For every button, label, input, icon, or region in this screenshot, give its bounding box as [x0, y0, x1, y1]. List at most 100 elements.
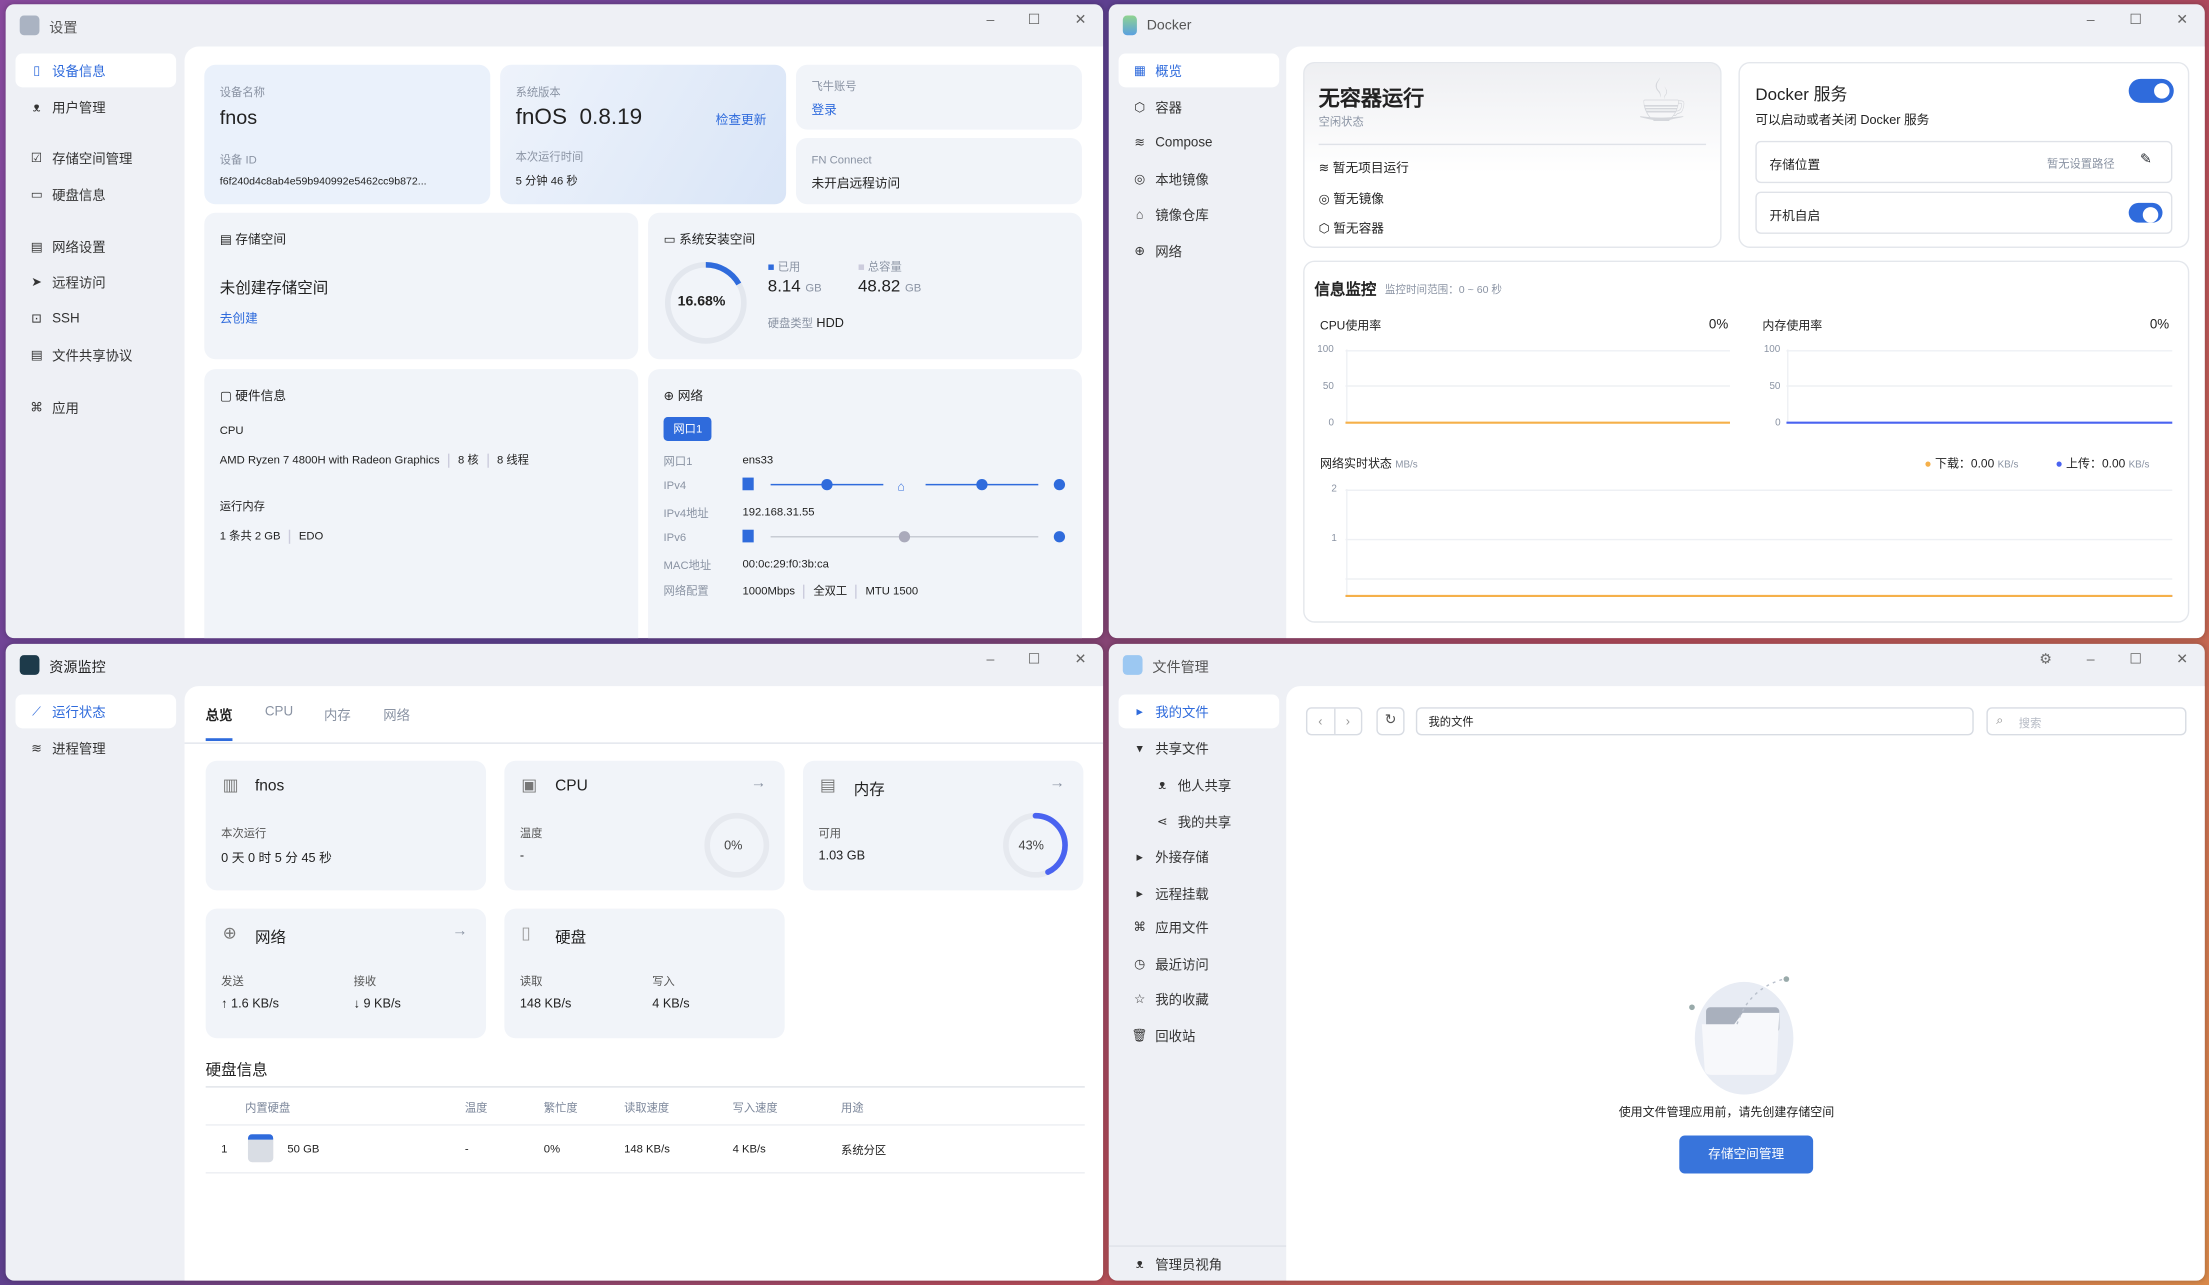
maximize-button[interactable]: ☐ [1027, 652, 1041, 668]
hardware-card: ▢ 硬件信息 CPU AMD Ryzen 7 4800H with Radeon… [204, 369, 639, 639]
create-storage-link[interactable]: 去创建 [219, 311, 258, 326]
layers-icon: ≋ [1318, 160, 1333, 175]
network-title: ⊕ 网络 [663, 388, 704, 403]
minimize-button[interactable]: – [986, 652, 995, 668]
storage-location-row: 存储位置 暂无设置路径 ✎ [1755, 140, 2173, 184]
tab-cpu[interactable]: CPU [264, 704, 294, 720]
sidebar-item-favorites[interactable]: ☆ 我的收藏 [1119, 982, 1280, 1016]
storage-location-label: 存储位置 [1769, 157, 1821, 172]
sidebar-item-app-files[interactable]: ⌘ 应用文件 [1119, 910, 1280, 944]
total-value: 48.82 GB [857, 276, 922, 296]
memory-usage-percent: 43% [1018, 838, 1044, 853]
check-update-link[interactable]: 检查更新 [715, 112, 767, 127]
sidebar-item-registry[interactable]: ⌂ 镜像仓库 [1119, 197, 1280, 231]
search-input[interactable]: ⌕ 搜索 [1986, 707, 2187, 736]
sidebar-item-apps[interactable]: ⌘ 应用 [15, 390, 176, 424]
read-label: 读取 [519, 974, 543, 988]
tab-memory[interactable]: 内存 [324, 708, 351, 725]
network-card[interactable]: ⊕ 网络 → 发送 ↑ 1.6 KB/s 接收 ↓ 9 KB/s [205, 908, 487, 1039]
user-icon: ᴥ [32, 100, 41, 115]
empty-folder-illustration [1689, 976, 1794, 1095]
network-chart [1345, 488, 2173, 597]
sidebar-item-run-status[interactable]: ⟋ 运行状态 [15, 694, 177, 729]
storage-status: 未创建存储空间 [219, 280, 329, 298]
docker-service-toggle[interactable] [2128, 78, 2174, 103]
monitor-range: 监控时间范围：0 ~ 60 秒 [1384, 283, 1503, 296]
sidebar-item-images[interactable]: ◎ 本地镜像 [1119, 162, 1280, 196]
storage-management-button[interactable]: 存储空间管理 [1679, 1135, 1814, 1174]
back-button[interactable]: ‹ [1307, 708, 1335, 734]
uptime: 0 天 0 时 5 分 45 秒 [221, 850, 332, 866]
edit-pencil-icon[interactable]: ✎ [2139, 152, 2152, 168]
settings-gear-icon[interactable]: ⚙ [2039, 652, 2052, 668]
path-input[interactable]: 我的文件 [1415, 707, 1974, 736]
autostart-toggle[interactable] [2128, 202, 2163, 223]
sidebar-item-compose[interactable]: ≋ Compose [1119, 125, 1280, 159]
close-button[interactable]: ✕ [2176, 652, 2189, 668]
search-placeholder: 搜索 [2018, 717, 2042, 730]
minimize-button[interactable]: – [986, 12, 995, 29]
y-tick: 0 [1328, 418, 1335, 429]
refresh-button[interactable]: ↻ [1376, 707, 1405, 736]
sidebar-item-remote[interactable]: ➤ 远程访问 [15, 265, 176, 299]
send-value: ↑ 1.6 KB/s [221, 996, 279, 1011]
login-link[interactable]: 登录 [811, 102, 837, 117]
account-label: 飞牛账号 [811, 80, 857, 93]
sidebar-item-storage[interactable]: ☑ 存储空间管理 [15, 141, 176, 175]
sidebar-item-my-shares[interactable]: ⋖ 我的共享 [1119, 804, 1280, 838]
sidebar-item-overview[interactable]: ▦ 概览 [1118, 53, 1280, 88]
sidebar-item-users[interactable]: ᴥ 用户管理 [15, 90, 176, 124]
sidebar-item-device-info[interactable]: ▯ 设备信息 [15, 53, 177, 88]
minimize-button[interactable]: – [2086, 12, 2095, 29]
admin-user-icon: ᴥ [1135, 1256, 1144, 1271]
write-label: 写入 [652, 974, 675, 988]
divider [1108, 1245, 1287, 1247]
port-tab[interactable]: 网口1 [663, 417, 713, 441]
close-button[interactable]: ✕ [2176, 12, 2189, 29]
cpu-label: CPU [219, 424, 244, 437]
clock-icon: ◷ [1134, 955, 1146, 970]
admin-view-button[interactable]: ᴥ 管理员视角 [1119, 1247, 1280, 1281]
minimize-button[interactable]: – [2086, 652, 2095, 668]
sidebar-item-ssh[interactable]: ⊡ SSH [15, 301, 176, 335]
arrow-right-icon[interactable]: → [750, 774, 767, 792]
sidebar-item-recent[interactable]: ◷ 最近访问 [1119, 947, 1280, 981]
table-row[interactable]: 1 50 GB - 0% 148 KB/s 4 KB/s 系统分区 [205, 1126, 1085, 1174]
sidebar-item-network[interactable]: ⊕ 网络 [1119, 234, 1280, 268]
sidebar-item-shared-with-me[interactable]: ᴥ 他人共享 [1119, 768, 1280, 802]
sidebar-item-processes[interactable]: ≋ 进程管理 [15, 731, 176, 765]
sidebar-item-disk[interactable]: ▭ 硬盘信息 [15, 178, 176, 212]
sidebar-item-file-sharing[interactable]: ▤ 文件共享协议 [15, 338, 176, 372]
autostart-row: 开机自启 [1755, 191, 2173, 234]
arrow-right-icon[interactable]: → [1049, 774, 1066, 792]
tab-network[interactable]: 网络 [383, 708, 410, 725]
sidebar-item-shared[interactable]: ▾ 共享文件 [1119, 731, 1280, 765]
forward-button[interactable]: › [1345, 714, 1350, 729]
sidebar-item-containers[interactable]: ⬡ 容器 [1119, 90, 1280, 124]
maximize-button[interactable]: ☐ [2129, 652, 2143, 668]
grid-icon: ▦ [1133, 62, 1146, 77]
sidebar-item-trash[interactable]: 🗑 回收站 [1131, 1027, 1196, 1046]
y-tick: 0 [1775, 418, 1781, 429]
disk-usage: 系统分区 [841, 1143, 887, 1157]
memory-usage-gauge [1003, 812, 1068, 878]
status-subtitle: 空闲状态 [1318, 115, 1364, 129]
cpu-card[interactable]: ▣ CPU → 温度 - 0% [504, 760, 785, 891]
tab-overview[interactable]: 总览 [205, 704, 233, 742]
close-button[interactable]: ✕ [1074, 12, 1087, 29]
y-tick: 50 [1322, 381, 1334, 392]
cpu-usage-percent: 0% [724, 838, 743, 853]
disk-table-title: 硬盘信息 [205, 1062, 268, 1080]
arrow-right-icon[interactable]: → [452, 922, 468, 940]
network-card: ⊕ 网络 网口1 网口1 ens33 IPv4 ⌂ IPv4地址 192.168… [648, 369, 1082, 639]
sidebar-item-my-files[interactable]: ▸ 我的文件 [1118, 694, 1280, 729]
maximize-button[interactable]: ☐ [2129, 12, 2143, 29]
fnconnect-status: 未开启远程访问 [811, 176, 901, 191]
maximize-button[interactable]: ☐ [1027, 12, 1041, 29]
storage-card: ▤ 存储空间 未创建存储空间 去创建 [204, 212, 639, 360]
sidebar-item-remote-mount[interactable]: ▸ 远程挂载 [1119, 876, 1280, 910]
close-button[interactable]: ✕ [1074, 652, 1087, 668]
sidebar-item-network[interactable]: ▤ 网络设置 [15, 230, 176, 264]
sidebar-item-external[interactable]: ▸ 外接存储 [1119, 840, 1280, 874]
memory-card[interactable]: ▤ 内存 → 可用 1.03 GB 43% [803, 760, 1084, 891]
